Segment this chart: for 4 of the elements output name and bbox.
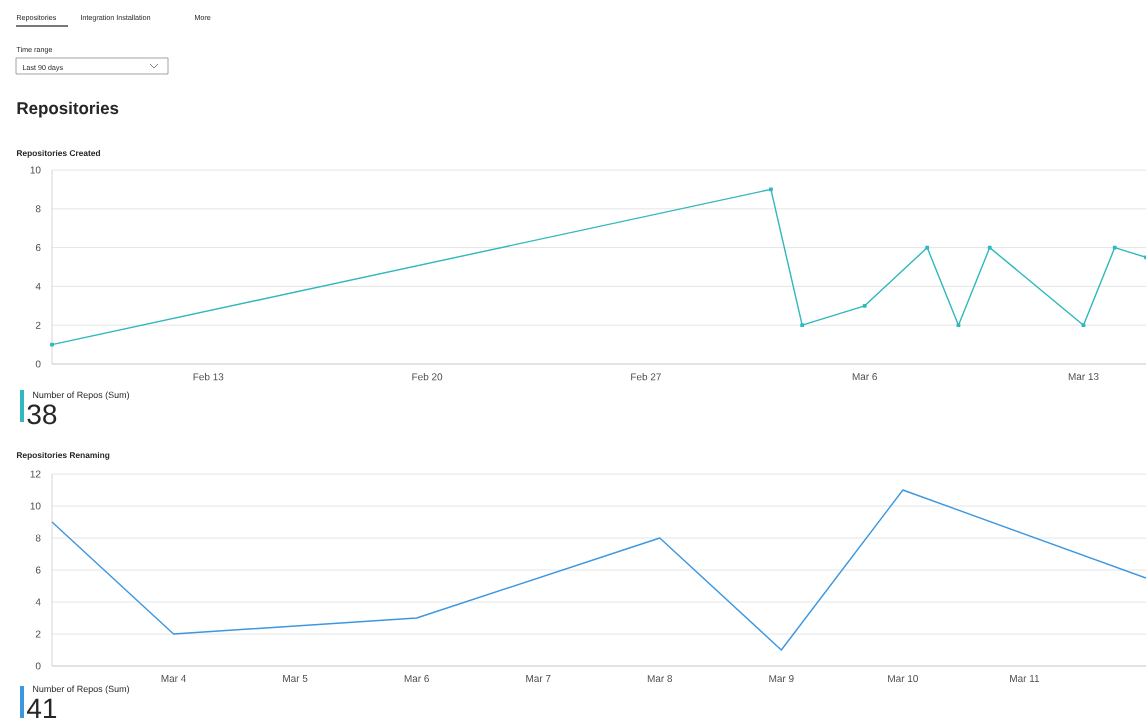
text: Repositories <box>17 101 119 118</box>
text: 38 <box>27 404 57 425</box>
line-series <box>51 489 1146 651</box>
text: 41 <box>27 698 57 718</box>
